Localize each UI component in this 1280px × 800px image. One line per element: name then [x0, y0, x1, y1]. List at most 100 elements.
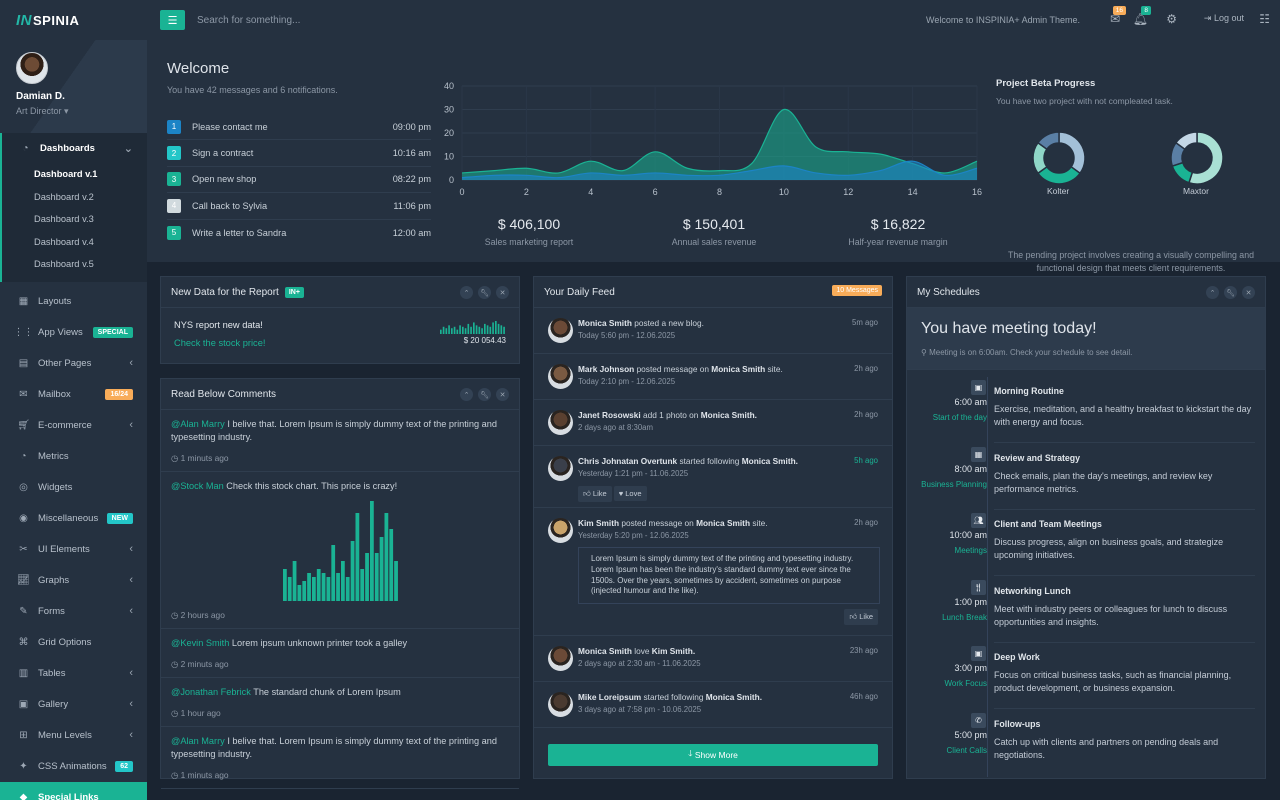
sidebar-item-special-links[interactable]: ◆ Special Links [0, 781, 147, 800]
feed-author[interactable]: Monica Smith [578, 318, 632, 328]
schedule-tag: Client Calls [946, 745, 987, 755]
feed-target[interactable]: Monica Smith. [741, 456, 798, 466]
menu-toggle-button[interactable]: ☰ [160, 10, 185, 30]
thumbs-up-icon: 👍︎ [583, 489, 593, 498]
mail-icon[interactable]: ✉ [1109, 12, 1120, 26]
comment-author[interactable]: @Kevin Smith [171, 638, 230, 648]
collapse-icon[interactable]: ⌃ [460, 388, 473, 401]
sidebar-subitem-dashboard-v2[interactable]: Dashboard v.2 [34, 191, 94, 202]
schedule-content: Deep Work Focus on critical business task… [994, 643, 1255, 709]
y-tick-label: 40 [444, 81, 454, 91]
sidebar-subitem-dashboard-v1[interactable]: Dashboard v.1 [34, 169, 98, 180]
wrench-icon[interactable]: 🔧︎ [1224, 286, 1237, 299]
todo-item[interactable]: 3 Open new shop 08:22 pm [167, 167, 431, 194]
report-link[interactable]: Check the stock price! [174, 338, 266, 348]
show-more-button[interactable]: 🡓 Show More [548, 744, 878, 766]
collapse-icon[interactable]: ⌃ [460, 286, 473, 299]
todo-item[interactable]: 5 Write a letter to Sandra 12:00 am [167, 220, 431, 246]
todo-item[interactable]: 2 Sign a contract 10:16 am [167, 140, 431, 167]
feed-target[interactable]: Monica Smith. [700, 410, 757, 420]
sidebar-item-ui-elements[interactable]: ✂ UI Elements ‹ [0, 534, 147, 565]
feed-ago: 23h ago [849, 646, 878, 655]
feed-avatar[interactable] [548, 456, 573, 481]
feed-author[interactable]: Chris Johnatan Overtunk [578, 456, 678, 466]
love-button[interactable]: ♥ Love [613, 486, 647, 501]
wrench-icon[interactable]: 🔧︎ [478, 286, 491, 299]
sidebar-item-dashboards[interactable]: ◔ Dashboards ⌄ [2, 133, 147, 163]
profile-role[interactable]: Art Director ▾ [16, 106, 147, 117]
like-button[interactable]: 👍︎ Like [844, 609, 878, 626]
search-input[interactable] [197, 14, 497, 26]
sidebar-item-menu-levels[interactable]: ⊞ Menu Levels ‹ [0, 720, 147, 751]
feed-action: posted message on [621, 518, 694, 528]
bell-icon[interactable]: 🔔︎ [1132, 12, 1148, 26]
beta-subtitle: You have two project with not compleated… [996, 96, 1173, 106]
sidebar-item-graphs[interactable]: 📈︎ Graphs ‹ [0, 565, 147, 596]
chevron-left-icon: ‹ [129, 357, 133, 369]
sidebar-item-other-pages[interactable]: ▤ Other Pages ‹ [0, 348, 147, 379]
sidebar-item-miscellaneous[interactable]: ◉ Miscellaneous NEW [0, 503, 147, 534]
sidebar-item-mailbox[interactable]: ✉ Mailbox 16/24 [0, 379, 147, 410]
feed-avatar[interactable] [548, 318, 573, 343]
pie-icon: ◔ [20, 450, 27, 462]
comment-author[interactable]: @Alan Marry [171, 419, 225, 429]
close-icon[interactable]: ✕ [1242, 286, 1255, 299]
todo-item[interactable]: 1 Please contact me 09:00 pm [167, 114, 431, 141]
sidebar-item-app-views[interactable]: ⋮⋮ App Views SPECIAL [0, 317, 147, 348]
sidebar-item-label: Menu Levels [38, 729, 92, 741]
feed-avatar[interactable] [548, 518, 573, 543]
spark-bar [440, 329, 442, 334]
gear-icon[interactable]: ⚙ [1166, 12, 1177, 26]
sidebar-item-forms[interactable]: ✎ Forms ‹ [0, 596, 147, 627]
collapse-icon[interactable]: ⌃ [1206, 286, 1219, 299]
stat-value: $ 406,100 [497, 216, 561, 232]
stat-value: $ 150,401 [682, 216, 746, 232]
sidebar-subitem-dashboard-v3[interactable]: Dashboard v.3 [34, 214, 94, 225]
logout-icon: ⇥ [1203, 13, 1212, 23]
comment-author[interactable]: @Jonathan Febrick [171, 687, 251, 697]
feed-author[interactable]: Kim Smith [578, 518, 620, 528]
like-button[interactable]: 👍︎ Like [578, 486, 612, 502]
sidebar-item-metrics[interactable]: ◔ Metrics [0, 441, 147, 472]
stock-bar [384, 513, 389, 601]
sidebar-item-e-commerce[interactable]: 🛒︎ E-commerce ‹ [0, 410, 147, 441]
close-icon[interactable]: ✕ [496, 388, 509, 401]
sidebar-item-grid-options[interactable]: ⌘ Grid Options [0, 627, 147, 658]
sidebar-item-tables[interactable]: ▥ Tables ‹ [0, 658, 147, 689]
close-icon[interactable]: ✕ [496, 286, 509, 299]
sidebar-item-widgets[interactable]: ◎ Widgets [0, 472, 147, 503]
todo-item[interactable]: 4 Call back to Sylvia 11:06 pm [167, 193, 431, 220]
feed-target[interactable]: Kim Smith. [651, 646, 696, 656]
feed-target[interactable]: Monica Smith [696, 518, 751, 528]
avatar[interactable] [16, 52, 48, 84]
donut-maxtor [1170, 131, 1224, 185]
feed-avatar[interactable] [548, 692, 573, 717]
feed-avatar[interactable] [548, 646, 573, 671]
comment-author[interactable]: @Stock Man [171, 481, 224, 491]
sidebar-item-css-animations[interactable]: ✦ CSS Animations 62 [0, 751, 147, 782]
logo[interactable]: IN SPINIA [0, 0, 147, 40]
feed-author[interactable]: Monica Smith [578, 646, 632, 656]
comment-text: @Stock Man Check this stock chart. This … [171, 480, 509, 493]
tasks-icon[interactable]: ☷ [1259, 12, 1270, 26]
feed-actions: 👍︎ Like ♥ Love [578, 486, 880, 502]
feed-target[interactable]: Monica Smith [711, 364, 766, 374]
feed-avatar[interactable] [548, 364, 573, 389]
feed-author[interactable]: Mike Loreipsum [578, 692, 642, 702]
sidebar-subitem-dashboard-v4[interactable]: Dashboard v.4 [34, 236, 94, 247]
sidebar-item-gallery[interactable]: ▣ Gallery ‹ [0, 689, 147, 720]
comment-author[interactable]: @Alan Marry [171, 736, 225, 746]
schedule-item: ▦ 8:00 am Business Planning Review and Stra… [907, 444, 1265, 511]
feed-author[interactable]: Mark Johnson [578, 364, 635, 374]
schedule-tag: Meetings [954, 546, 987, 555]
sidebar-badge: 16/24 [105, 388, 133, 400]
logout-link[interactable]: ⇥ Log out [1204, 13, 1244, 24]
wrench-icon[interactable]: 🔧︎ [478, 388, 491, 401]
feed-author[interactable]: Janet Rosowski [578, 410, 641, 420]
feed-target[interactable]: Monica Smith. [705, 692, 763, 702]
sidebar-subitem-dashboard-v5[interactable]: Dashboard v.5 [34, 259, 94, 270]
report-box: New Data for the Report IN+ ⌃ 🔧︎ ✕ NYS repo… [160, 276, 520, 364]
page-icon: ▤ [18, 357, 29, 369]
sidebar-item-layouts[interactable]: ▦ Layouts [0, 286, 147, 317]
feed-avatar[interactable] [548, 410, 573, 435]
